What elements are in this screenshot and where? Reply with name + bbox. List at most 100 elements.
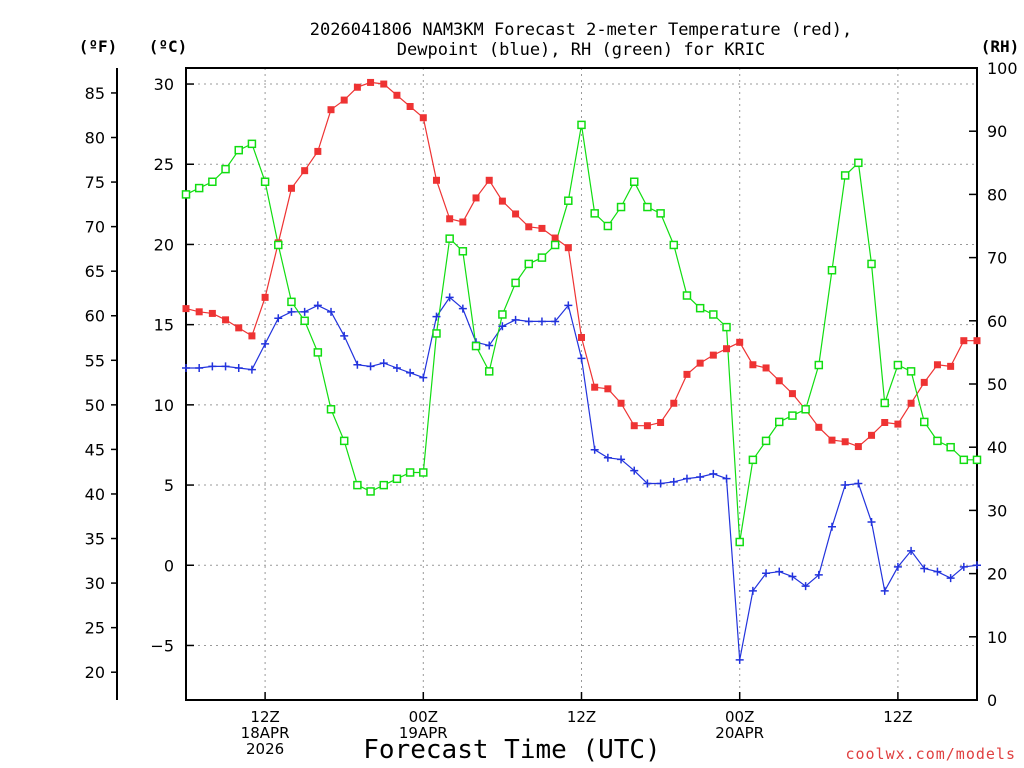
temperature-point [551, 234, 559, 242]
rh-point [788, 411, 797, 420]
rh-point [682, 291, 692, 300]
celsius-tick-label: 10 [154, 396, 174, 415]
rh-point [656, 209, 665, 218]
temperature-point [933, 361, 941, 369]
rh-point [524, 259, 534, 269]
rh-point [775, 417, 784, 427]
temperature-point [235, 324, 243, 332]
dewpoint-point [959, 562, 968, 571]
dewpoint-point [748, 586, 757, 595]
rh-point [221, 164, 230, 174]
rh-point [867, 259, 876, 269]
dewpoint-point [327, 307, 336, 316]
rh-point [471, 341, 481, 351]
rh-point [893, 360, 903, 370]
dewpoint-point [920, 564, 929, 573]
rh-point [629, 177, 639, 187]
celsius-tick-label: 0 [164, 556, 174, 575]
dewpoint-point [603, 453, 612, 462]
credit-text: coolwx.com/models [845, 745, 1016, 763]
temperature-point [287, 184, 295, 192]
temperature-line [185, 81, 977, 448]
celsius-tick-label: 5 [164, 476, 174, 495]
dewpoint-point [973, 561, 981, 570]
dewpoint-point [485, 341, 494, 350]
rh-point [669, 240, 679, 250]
rh-point [208, 177, 217, 187]
dewpoint-point [432, 312, 441, 321]
rh-tick-label: 40 [987, 438, 1007, 457]
dewpoint-point [682, 474, 691, 483]
x-tick-label: 12Z [567, 708, 596, 726]
dewpoint-point [406, 368, 415, 377]
temperature-point [512, 210, 520, 218]
rh-point [484, 367, 494, 376]
rh-tick-label: 70 [987, 249, 1007, 268]
temperature-point [432, 176, 440, 184]
rh-point [709, 310, 718, 319]
rh-unit-label: (RH) [981, 37, 1020, 56]
dewpoint-point [788, 572, 797, 581]
temperature-point [222, 316, 230, 324]
dewpoint-point [208, 362, 217, 371]
dewpoint-point [907, 546, 916, 555]
temperature-point [630, 422, 638, 430]
dewpoint-point [234, 363, 243, 372]
dewpoint-point [392, 363, 401, 372]
temperature-point [393, 91, 401, 99]
dewpoint-point [669, 477, 678, 486]
fahrenheit-tick-label: 30 [85, 574, 105, 593]
temperature-point [894, 420, 902, 428]
temperature-point [472, 194, 480, 202]
temperature-point [406, 102, 414, 110]
rh-point [405, 468, 415, 477]
temperature-point [459, 218, 467, 226]
rh-tick-label: 60 [987, 312, 1007, 331]
temperature-point [907, 399, 915, 407]
temperature-point [828, 436, 836, 444]
x-tick-label: 00Z [409, 708, 438, 726]
dewpoint-point [814, 570, 823, 579]
celsius-tick-label: 15 [154, 316, 174, 335]
dewpoint-point [643, 479, 652, 488]
rh-point [906, 367, 916, 376]
rh-point [445, 234, 454, 243]
temperature-point [564, 244, 572, 252]
x-tick-label: 19APR [399, 724, 448, 742]
temperature-point [446, 215, 454, 223]
rh-point [498, 310, 507, 319]
rh-point [590, 209, 599, 218]
celsius-tick-label: 30 [154, 75, 174, 94]
temperature-point [775, 377, 783, 385]
rh-point [181, 190, 191, 199]
temperature-point [208, 309, 216, 317]
fahrenheit-unit-label: (ºF) [79, 37, 118, 56]
rh-tick-label: 90 [987, 122, 1007, 141]
dewpoint-point [564, 301, 573, 310]
fahrenheit-tick-label: 80 [85, 129, 105, 148]
chart-title-line2: Dewpoint (blue), RH (green) for KRIC [397, 40, 765, 60]
dewpoint-point [261, 339, 270, 348]
rh-point [550, 240, 560, 250]
temperature-point [643, 422, 651, 430]
temperature-point [419, 114, 427, 122]
temperature-point [709, 351, 717, 359]
celsius-unit-label: (ºC) [149, 37, 188, 56]
rh-point [274, 240, 283, 250]
dewpoint-point [867, 517, 876, 526]
temperature-point [617, 399, 625, 407]
fahrenheit-tick-label: 85 [85, 84, 105, 103]
axes [111, 67, 978, 701]
rh-point [577, 120, 586, 130]
temperature-point [920, 378, 928, 386]
rh-point [194, 183, 204, 193]
rh-point [326, 405, 336, 414]
rh-point [735, 537, 744, 547]
rh-tick-label: 50 [987, 375, 1007, 394]
x-axis-label: Forecast Time (UTC) [363, 735, 660, 765]
rh-point [959, 455, 969, 465]
rh-point [946, 442, 955, 452]
temperature-point [248, 332, 256, 340]
fahrenheit-tick-label: 75 [85, 173, 105, 192]
